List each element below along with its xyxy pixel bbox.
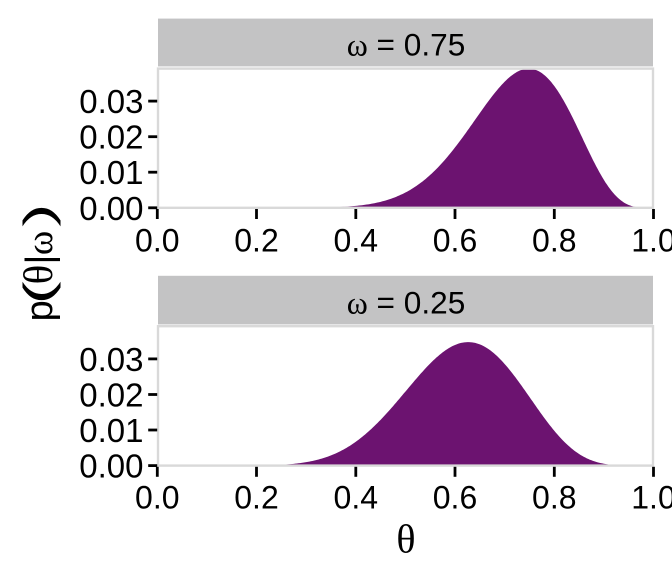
svg-text:1.0: 1.0 bbox=[631, 479, 672, 515]
svg-text:|: | bbox=[19, 255, 61, 265]
svg-text:(: ( bbox=[15, 281, 61, 304]
svg-text:0.8: 0.8 bbox=[532, 479, 576, 515]
svg-text:0.02: 0.02 bbox=[79, 377, 143, 414]
svg-text:θ: θ bbox=[15, 265, 61, 285]
svg-text:0.4: 0.4 bbox=[334, 479, 378, 515]
svg-text:0.01: 0.01 bbox=[79, 412, 143, 449]
svg-text:ω = 0.75: ω = 0.75 bbox=[347, 27, 466, 63]
svg-text:0.0: 0.0 bbox=[135, 479, 179, 515]
svg-text:0.00: 0.00 bbox=[79, 448, 143, 485]
svg-text:0.6: 0.6 bbox=[433, 223, 477, 259]
svg-text:0.6: 0.6 bbox=[433, 479, 477, 515]
svg-text:): ) bbox=[15, 204, 61, 227]
svg-text:0.4: 0.4 bbox=[334, 223, 378, 259]
svg-text:0.2: 0.2 bbox=[234, 479, 278, 515]
svg-text:0.03: 0.03 bbox=[79, 341, 143, 378]
svg-text:0.2: 0.2 bbox=[234, 223, 278, 259]
svg-text:ω: ω bbox=[20, 231, 61, 255]
svg-text:p: p bbox=[19, 300, 61, 321]
svg-text:0.0: 0.0 bbox=[135, 223, 179, 259]
svg-text:0.00: 0.00 bbox=[79, 190, 143, 227]
svg-text:0.02: 0.02 bbox=[79, 119, 143, 156]
svg-text:1.0: 1.0 bbox=[631, 223, 672, 259]
svg-text:θ: θ bbox=[396, 516, 415, 561]
svg-text:0.03: 0.03 bbox=[79, 83, 143, 120]
svg-text:0.8: 0.8 bbox=[532, 223, 576, 259]
svg-text:0.01: 0.01 bbox=[79, 154, 143, 191]
svg-text:ω = 0.25: ω = 0.25 bbox=[347, 284, 466, 320]
